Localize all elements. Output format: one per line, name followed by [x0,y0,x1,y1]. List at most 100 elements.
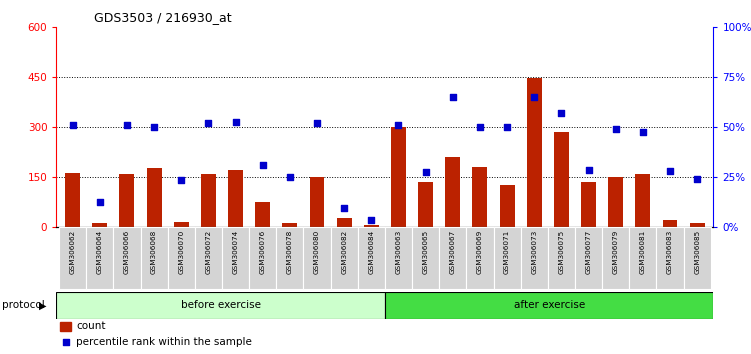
Point [583,167,595,173]
Bar [683,227,710,289]
Point [59,339,71,345]
Bar [228,170,243,227]
Text: GSM306071: GSM306071 [504,230,510,274]
Point [230,119,242,124]
Bar [493,227,520,289]
Bar [201,174,216,227]
Text: GSM306085: GSM306085 [694,230,700,274]
Bar [86,227,113,289]
Text: GSM306083: GSM306083 [667,230,673,274]
Bar [385,227,412,289]
Bar [92,223,107,227]
Point [691,176,703,182]
Point [393,122,405,128]
Bar [581,182,596,227]
Point [610,126,622,132]
Bar [689,223,704,227]
Bar [472,167,487,227]
Bar [303,227,330,289]
Bar [222,227,249,289]
Bar [547,227,575,289]
Text: GSM306068: GSM306068 [151,230,157,274]
Point [121,122,133,128]
Text: GSM306064: GSM306064 [97,230,103,274]
Point [94,199,106,204]
Text: GSM306065: GSM306065 [423,230,429,274]
Bar [249,227,276,289]
Point [556,110,568,116]
Point [474,124,486,130]
Point [420,169,432,175]
Bar [363,225,379,227]
Text: percentile rank within the sample: percentile rank within the sample [76,337,252,347]
Bar [309,177,324,227]
Point [175,177,187,183]
Bar [276,227,303,289]
Bar [656,227,683,289]
Bar [466,227,493,289]
Text: GSM306075: GSM306075 [559,230,565,274]
Bar [113,227,140,289]
Text: GSM306063: GSM306063 [396,230,402,274]
Bar [330,227,357,289]
Bar [173,222,189,227]
Bar [119,174,134,227]
Bar [526,78,541,227]
Bar [357,227,385,289]
Point [338,205,350,210]
Text: GDS3503 / 216930_at: GDS3503 / 216930_at [94,11,231,24]
Bar [520,227,547,289]
Text: protocol: protocol [2,300,44,310]
Point [67,122,79,128]
Bar [255,201,270,227]
Bar [602,227,629,289]
Point [311,120,323,126]
Bar [608,177,623,227]
Point [637,129,649,135]
Text: after exercise: after exercise [514,300,585,310]
Text: GSM306069: GSM306069 [477,230,483,274]
Bar [391,127,406,227]
Text: GSM306066: GSM306066 [124,230,130,274]
Bar [418,182,433,227]
Bar [412,227,439,289]
Text: GSM306084: GSM306084 [368,230,374,274]
Point [284,175,296,180]
Bar [575,227,602,289]
Point [528,94,540,99]
Text: before exercise: before exercise [180,300,261,310]
Point [501,124,513,130]
Point [365,217,377,223]
Bar [195,227,222,289]
Point [148,124,160,130]
Point [202,120,214,126]
Bar [385,292,713,319]
Point [257,162,269,168]
Text: GSM306080: GSM306080 [314,230,320,274]
Point [447,94,459,99]
Bar [499,185,514,227]
Text: GSM306070: GSM306070 [178,230,184,274]
Text: ▶: ▶ [39,300,47,310]
Text: GSM306081: GSM306081 [640,230,646,274]
Bar [554,132,569,227]
Text: GSM306074: GSM306074 [233,230,239,274]
Bar [629,227,656,289]
Text: GSM306077: GSM306077 [586,230,592,274]
Text: count: count [76,321,106,331]
Bar [282,223,297,227]
Bar [662,220,677,227]
Text: GSM306072: GSM306072 [205,230,211,274]
Text: GSM306073: GSM306073 [531,230,537,274]
Text: GSM306076: GSM306076 [260,230,266,274]
Bar [439,227,466,289]
Text: GSM306082: GSM306082 [341,230,347,274]
Point [664,168,676,173]
Bar [56,292,385,319]
Bar [336,218,351,227]
Bar [146,168,161,227]
Bar [635,174,650,227]
Text: GSM306062: GSM306062 [70,230,76,274]
Bar [59,321,71,331]
Text: GSM306078: GSM306078 [287,230,293,274]
